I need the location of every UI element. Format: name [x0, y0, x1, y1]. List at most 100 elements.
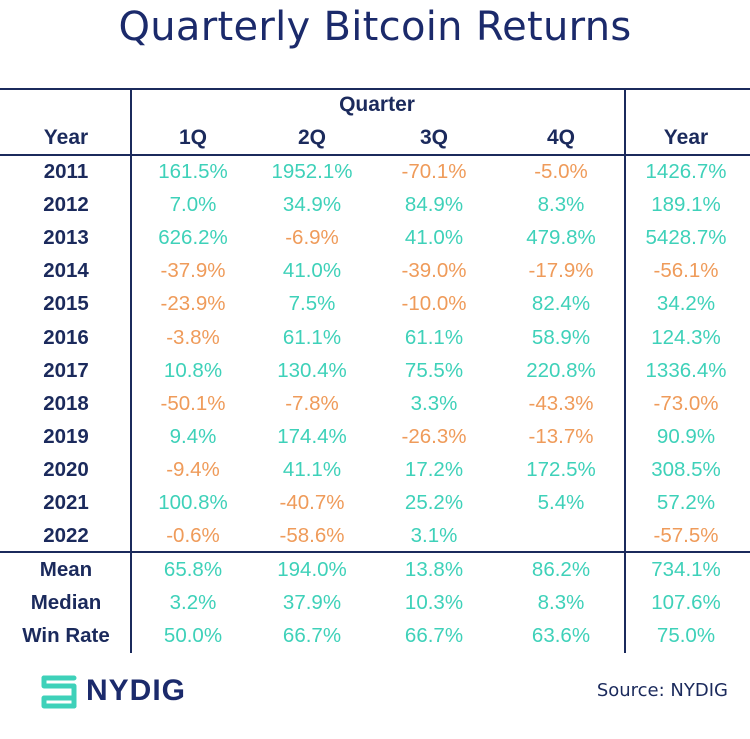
column-header: 2Q: [297, 126, 326, 149]
table-cell: 626.2%: [158, 226, 228, 250]
table-cell: 82.4%: [531, 292, 591, 316]
row-label: 2021: [43, 491, 89, 514]
table-cell: 7.5%: [288, 292, 336, 316]
column-header: 4Q: [546, 126, 575, 149]
row-label: 2017: [43, 358, 89, 382]
table-cell: 90.9%: [656, 424, 716, 448]
table-cell: 7.0%: [169, 193, 217, 217]
table-cell: 25.2%: [404, 491, 464, 514]
row-label: 2022: [43, 524, 89, 548]
table-cell: -10.0%: [401, 292, 467, 316]
summary-cell: 8.3%: [537, 591, 585, 615]
chart-title: Quarterly Bitcoin Returns: [118, 4, 632, 50]
nydig-logo-icon: [41, 675, 77, 709]
table-cell: 61.1%: [282, 325, 342, 349]
table-top-rule: [0, 88, 750, 90]
summary-cell: 37.9%: [282, 591, 342, 615]
row-label: 2020: [43, 457, 89, 481]
summary-cell: 65.8%: [163, 558, 223, 581]
table-cell: 189.1%: [651, 193, 721, 217]
summary-cell: 86.2%: [531, 558, 591, 581]
source-note: Source: NYDIG: [596, 680, 728, 701]
column-header: 3Q: [419, 126, 448, 149]
table-cell: 308.5%: [651, 457, 721, 481]
table-cell: -56.1%: [653, 259, 719, 283]
column-header: Year: [663, 126, 709, 149]
table-cell: -39.0%: [401, 259, 467, 283]
table-cell: 174.4%: [277, 424, 347, 448]
table-cell: -70.1%: [401, 160, 467, 183]
year-column-divider: [130, 88, 132, 653]
table-cell: -57.5%: [653, 524, 719, 548]
table-cell: 130.4%: [277, 358, 347, 382]
summary-cell: 194.0%: [277, 558, 347, 581]
summary-cell: 3.2%: [169, 591, 217, 615]
table-cell: -73.0%: [653, 391, 719, 415]
table-cell: 220.8%: [526, 358, 596, 382]
summary-cell: 66.7%: [282, 624, 342, 648]
table-cell: -58.6%: [279, 524, 345, 548]
row-label: 2018: [43, 391, 89, 415]
summary-cell: 66.7%: [404, 624, 464, 648]
table-cell: 41.1%: [282, 457, 342, 481]
table-cell: 100.8%: [158, 491, 228, 514]
row-label: 2015: [43, 292, 89, 316]
table-cell: -5.0%: [534, 160, 588, 183]
summary-cell: 63.6%: [531, 624, 591, 648]
table-cell: 172.5%: [526, 457, 596, 481]
summary-cell: 75.0%: [656, 624, 716, 648]
table-cell: 479.8%: [526, 226, 596, 250]
table-cell: -23.9%: [160, 292, 226, 316]
table-cell: 41.0%: [404, 226, 464, 250]
table-cell: 61.1%: [404, 325, 464, 349]
table-cell: 34.2%: [656, 292, 716, 316]
table-cell: 124.3%: [651, 325, 721, 349]
table-cell: 1426.7%: [645, 160, 727, 183]
table-cell: 1952.1%: [271, 160, 353, 183]
summary-rule: [0, 551, 750, 553]
summary-label: Win Rate: [22, 624, 110, 648]
table-cell: 5.4%: [537, 491, 585, 514]
column-header: Year: [43, 126, 89, 149]
row-label: 2016: [43, 325, 89, 349]
table-cell: -50.1%: [160, 391, 226, 415]
quarter-group-header: Quarter: [339, 93, 415, 116]
table-cell: 3.1%: [410, 524, 458, 548]
table-cell: 10.8%: [163, 358, 223, 382]
row-label: 2014: [43, 259, 89, 283]
table-cell: -6.9%: [285, 226, 339, 250]
table-cell: -43.3%: [528, 391, 594, 415]
table-cell: -13.7%: [528, 424, 594, 448]
table-cell: 84.9%: [404, 193, 464, 217]
table-cell: 34.9%: [282, 193, 342, 217]
table-cell: 58.9%: [531, 325, 591, 349]
table-cell: 57.2%: [656, 491, 716, 514]
table-cell: 161.5%: [158, 160, 228, 183]
summary-cell: 50.0%: [163, 624, 223, 648]
table-cell: -3.8%: [166, 325, 220, 349]
column-header: 1Q: [178, 126, 207, 149]
summary-cell: 13.8%: [404, 558, 464, 581]
table-cell: -0.6%: [166, 524, 220, 548]
returns-table: Quarter Year 1Q 2Q 3Q 4Q Year 2011 161.5% 1952.1…: [0, 88, 750, 653]
table-cell: -17.9%: [528, 259, 594, 283]
table-cell: 5428.7%: [645, 226, 727, 250]
brand-name: NYDIG: [86, 674, 187, 707]
summary-label: Median: [30, 591, 102, 615]
row-label: 2011: [43, 160, 89, 183]
table-cell: 17.2%: [404, 457, 464, 481]
table-cell: 1336.4%: [645, 358, 727, 382]
table-cell: -40.7%: [279, 491, 345, 514]
table-cell: -9.4%: [166, 457, 220, 481]
header-rule: [0, 154, 750, 156]
table-cell: -7.8%: [285, 391, 339, 415]
row-label: 2019: [43, 424, 89, 448]
summary-cell: 107.6%: [651, 591, 721, 615]
table-cell: -37.9%: [160, 259, 226, 283]
table-cell: 8.3%: [537, 193, 585, 217]
row-label: 2012: [43, 193, 89, 217]
table-cell: 41.0%: [282, 259, 342, 283]
table-cell: 3.3%: [410, 391, 458, 415]
summary-label: Mean: [39, 558, 93, 581]
row-label: 2013: [43, 226, 89, 250]
